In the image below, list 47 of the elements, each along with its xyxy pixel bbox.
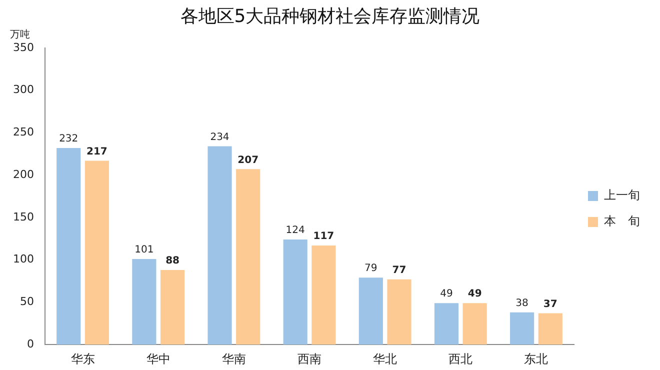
data-label: 124: [286, 225, 305, 236]
bar: [510, 312, 534, 345]
data-label: 37: [543, 298, 558, 310]
bar: [538, 313, 562, 345]
y-tick-label: 50: [20, 295, 34, 308]
data-label: 101: [134, 244, 154, 256]
y-tick-label: 300: [12, 83, 34, 96]
bar: [132, 259, 156, 345]
x-tick-label: 华北: [373, 352, 398, 366]
bar: [160, 270, 185, 345]
y-tick-label: 200: [12, 168, 34, 181]
data-label: 38: [516, 298, 528, 309]
y-tick-label: 250: [12, 126, 34, 139]
bar: [387, 279, 412, 345]
x-tick-label: 东北: [524, 352, 548, 366]
y-axis-title: 万吨: [10, 28, 30, 41]
data-label: 217: [86, 146, 108, 158]
bar: [462, 303, 487, 345]
x-tick-label: 华中: [146, 352, 170, 366]
data-label: 207: [238, 154, 259, 166]
bar: [208, 146, 232, 345]
bar: [434, 303, 459, 345]
bar: [358, 278, 383, 345]
data-label: 232: [59, 134, 78, 145]
x-tick-label: 西南: [298, 352, 322, 366]
chart-title: 各地区5大品种钢材社会库存监测情况: [179, 5, 481, 28]
data-label: 88: [166, 256, 180, 267]
bar: [236, 169, 260, 345]
bar: [312, 245, 336, 345]
y-tick-label: 150: [12, 210, 34, 224]
legend-label: 上一旬: [604, 188, 640, 202]
x-tick-label: 西北: [448, 352, 473, 366]
bar: [84, 160, 109, 345]
x-tick-label: 华东: [70, 352, 95, 366]
data-label: 77: [392, 264, 406, 276]
data-label: 49: [468, 288, 482, 300]
y-tick-label: 0: [26, 337, 34, 350]
bar: [56, 148, 81, 345]
y-tick-label: 350: [12, 40, 34, 54]
data-label: 234: [210, 132, 230, 143]
data-label: 79: [364, 263, 378, 274]
data-label: 117: [313, 231, 334, 242]
y-tick-label: 100: [12, 252, 34, 266]
x-tick-label: 华南: [222, 352, 246, 366]
data-label: 49: [440, 288, 453, 300]
bar: [283, 240, 308, 345]
legend-label: 本 旬: [604, 214, 640, 228]
